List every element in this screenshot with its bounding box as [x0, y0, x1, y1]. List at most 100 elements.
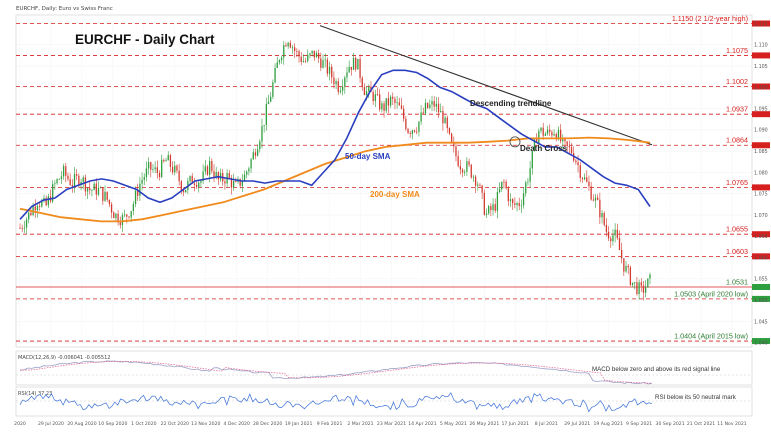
macd-header: MACD(12,26,9) -0.006041 -0.005512	[18, 355, 110, 361]
candlesticks	[19, 40, 651, 301]
candle-body	[540, 127, 542, 131]
candle-body	[422, 112, 424, 114]
candle-body	[496, 191, 499, 211]
level-label: 1.0655	[726, 225, 748, 234]
candle-body	[492, 204, 494, 211]
candle-body	[185, 189, 187, 193]
candle-body	[317, 52, 320, 59]
level-price-tag	[752, 52, 770, 59]
x-tick-label: 5 May 2021	[440, 421, 467, 427]
level-price-tag	[752, 295, 770, 302]
candle-body	[333, 77, 335, 85]
candle-body	[276, 62, 278, 68]
candle-body	[169, 155, 172, 167]
level-label: 1.0765	[726, 178, 748, 187]
candle-body	[235, 180, 237, 182]
x-tick-label: 10 Sep 2020	[98, 421, 127, 427]
candle-body	[117, 213, 119, 223]
candle-body	[531, 150, 533, 169]
candle-body	[119, 222, 121, 226]
gridlines	[15, 14, 753, 348]
x-tick-label: 28 Dec 2020	[253, 421, 282, 427]
candle-body	[514, 203, 516, 206]
x-tick-label: 9 Sep 2021	[626, 421, 652, 427]
candle-body	[568, 146, 570, 148]
level-price-tag	[752, 231, 770, 238]
candle-body	[30, 212, 32, 216]
candle-body	[403, 108, 405, 119]
candle-body	[618, 238, 621, 251]
candle-body	[219, 173, 222, 180]
candle-body	[174, 165, 176, 173]
candle-body	[213, 171, 215, 178]
candle-body	[287, 42, 289, 47]
candle-body	[19, 227, 21, 229]
candle-body	[178, 170, 180, 182]
candle-body	[163, 159, 165, 162]
candle-body	[481, 185, 483, 193]
macd-note: MACD below zero and above its red signal…	[592, 366, 721, 373]
sma50-line	[19, 69, 651, 220]
candle-body	[627, 265, 629, 268]
candle-body	[193, 183, 196, 185]
level-price-tag	[752, 184, 770, 191]
candle-body	[320, 58, 322, 68]
candle-body	[592, 199, 594, 201]
candle-body	[195, 184, 198, 187]
candle-body	[62, 166, 65, 177]
candle-body	[363, 87, 366, 96]
candle-body	[141, 179, 143, 184]
y-tick-label: 1.070	[754, 213, 768, 219]
candle-body	[474, 176, 477, 186]
candle-body	[23, 227, 26, 229]
candle-body	[73, 174, 76, 187]
candle-body	[102, 187, 104, 201]
candle-body	[516, 203, 518, 206]
candle-body	[267, 101, 270, 105]
candle-body	[605, 224, 608, 232]
candle-body	[311, 50, 313, 54]
candle-body	[106, 191, 108, 200]
candle-body	[71, 185, 73, 187]
level-label: 1.0603	[726, 247, 748, 256]
death-cross-label: Death Cross	[520, 144, 568, 153]
candle-body	[130, 210, 132, 218]
macd-panel: MACD(12,26,9) -0.006041 -0.005512 MACD b…	[15, 350, 753, 386]
candle-body	[348, 67, 350, 73]
candle-body	[562, 137, 564, 142]
candle-body	[272, 82, 274, 97]
candle-body	[209, 161, 211, 175]
annotations: EURCHF - Daily Chart Descending trendlin…	[75, 32, 568, 199]
candle-body	[466, 161, 468, 172]
level-price-tag	[752, 283, 770, 290]
candle-body	[69, 179, 71, 186]
x-tick-label: 19 Aug 2021	[593, 421, 623, 427]
candle-body	[132, 203, 135, 211]
x-tick-label: 22 Oct 2020	[161, 421, 189, 427]
candle-body	[126, 214, 128, 217]
candle-body	[38, 205, 41, 207]
candle-body	[636, 282, 638, 295]
candle-body	[488, 206, 490, 214]
candle-body	[551, 131, 553, 136]
y-tick-label: 1.055	[754, 277, 768, 283]
candle-body	[398, 102, 400, 106]
x-tick-label: 29 Jul 2020	[38, 421, 64, 427]
candle-body	[56, 179, 58, 184]
candle-body	[52, 184, 54, 202]
candle-body	[411, 130, 414, 134]
rsi-line	[19, 392, 653, 413]
candle-body	[594, 197, 597, 201]
candle-body	[616, 229, 618, 239]
candle-body	[426, 102, 429, 108]
candle-body	[512, 199, 514, 204]
candle-body	[300, 56, 302, 62]
candle-body	[263, 124, 265, 127]
y-tick-label: 1.105	[754, 64, 768, 70]
candle-body	[337, 81, 339, 92]
candle-body	[405, 118, 407, 129]
candle-body	[91, 189, 93, 191]
candle-body	[446, 117, 448, 129]
candle-body	[387, 98, 390, 106]
